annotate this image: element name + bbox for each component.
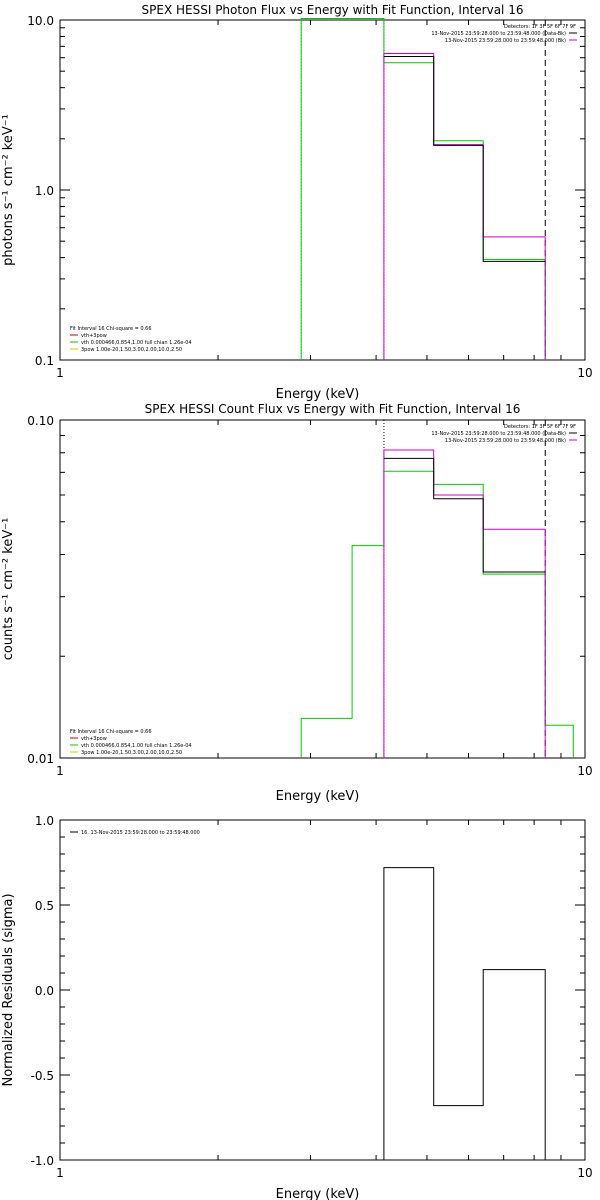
legend-label: 3pow 1.00e-20,1.50,3.00,2.00,10.0,2.50 (81, 750, 182, 756)
y-tick-label: -0.5 (31, 1069, 54, 1083)
legend-label: Fit Interval 16 Chi-square = 0.66 (70, 326, 152, 332)
y-axis-label: counts s⁻¹ cm⁻² keV⁻¹ (1, 518, 16, 661)
series-0-histogram (383, 867, 546, 1160)
info-line: Detectors: 1F 3F 5F 6F 7F 9F (504, 24, 576, 30)
y-axis-label: Normalized Residuals (sigma) (1, 893, 16, 1086)
x-tick-label: 1 (56, 366, 64, 380)
legend-label: 16. 13-Nov-2015 23:59:28.000 to 23:59:48… (81, 830, 200, 836)
x-axis-label: Energy (keV) (276, 1187, 360, 1200)
x-tick-label: 10 (577, 1166, 592, 1180)
panel-photon-flux: 1 10 0.1 1.0 10.0 SPEX HESSI Photon Flux vs E… (1, 3, 593, 402)
y-tick-label: -1.0 (31, 1154, 54, 1168)
chart-title: SPEX HESSI Photon Flux vs Energy with Fi… (142, 3, 524, 17)
series-0-histogram (300, 470, 574, 758)
info-line: 13-Nov-2015 23:59:28.000 to 23:59:48.000… (445, 438, 566, 444)
y-tick-label: 0.1 (35, 354, 54, 368)
legend-label: 3pow 1.00e-20,1.50,3.00,2.00,10.0,2.50 (81, 347, 182, 353)
legend-label: vth+3pow (81, 333, 107, 339)
x-tick-label: 1 (56, 1166, 64, 1180)
legend-label: vth 0.000466,0.854,1.00 full chian 1.26e… (81, 743, 192, 749)
x-tick-label: 10 (577, 764, 592, 778)
series-2-histogram (383, 457, 546, 573)
legend-label: vth+3pow (81, 736, 107, 742)
series-2-histogram (383, 56, 546, 262)
y-tick-label: 0.10 (27, 414, 54, 428)
legend-label: vth 0.000466,0.854,1.00 full chian 1.26e… (81, 340, 192, 346)
x-tick-label: 10 (577, 366, 592, 380)
y-tick-label: 0.01 (27, 752, 54, 766)
series-1-histogram (383, 449, 546, 758)
x-axis-label: Energy (keV) (276, 789, 360, 804)
series-0-histogram (300, 18, 546, 360)
y-tick-label: 0.0 (35, 984, 54, 998)
y-axis-label: photons s⁻¹ cm⁻² keV⁻¹ (1, 114, 16, 266)
panel-residuals: 1 10 -1.0 -0.5 0.0 0.5 1.0 Energy (keV) Normaliz… (1, 814, 593, 1200)
x-tick-label: 1 (56, 764, 64, 778)
series-1-histogram (383, 53, 546, 360)
y-tick-label: 10.0 (27, 14, 54, 28)
info-line: 13-Nov-2015 23:59:28.000 to 23:59:48.000… (431, 431, 566, 437)
panel-count-flux: 1 10 0.01 0.10 SPEX HESSI Count Flux vs Ener… (1, 402, 593, 804)
y-tick-label: 1.0 (35, 184, 54, 198)
y-tick-label: 1.0 (35, 814, 54, 828)
plot-frame (59, 19, 586, 361)
info-line: 13-Nov-2015 23:59:28.000 to 23:59:48.000… (431, 31, 566, 37)
x-axis-label: Energy (keV) (276, 387, 360, 402)
legend-label: Fit Interval 16 Chi-square = 0.66 (70, 729, 152, 735)
info-line: Detectors: 1F 3F 5F 6F 7F 9F (504, 424, 576, 430)
plot-frame (59, 819, 586, 1161)
info-line: 13-Nov-2015 23:59:28.000 to 23:59:48.000… (445, 38, 566, 44)
chart-title: SPEX HESSI Count Flux vs Energy with Fit… (145, 402, 521, 416)
plot-frame (59, 419, 586, 759)
y-tick-label: 0.5 (35, 899, 54, 913)
